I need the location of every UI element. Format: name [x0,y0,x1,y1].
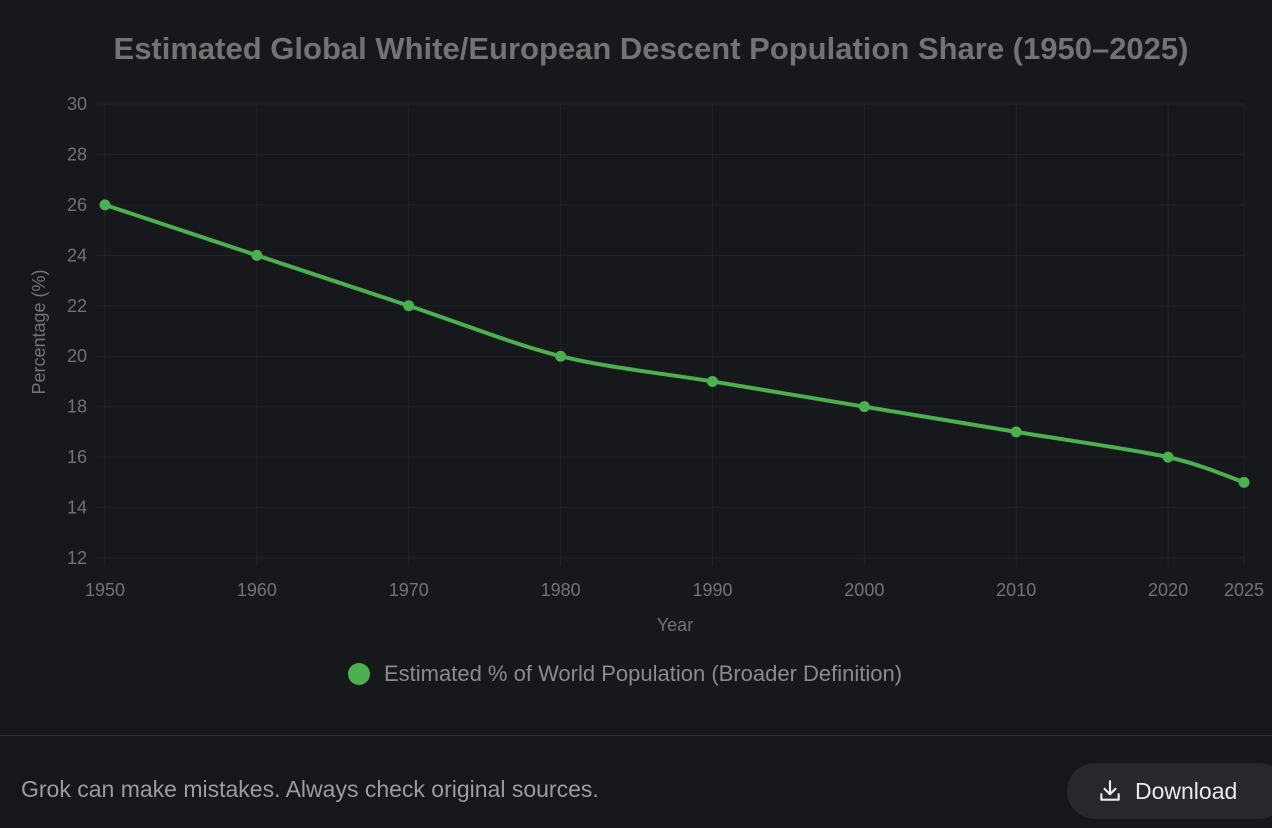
download-button[interactable]: Download [1067,763,1272,819]
x-tick-label: 1960 [237,580,277,600]
y-axis-title: Percentage (%) [29,269,49,394]
data-point [99,199,111,211]
x-tick-label: 1980 [541,580,581,600]
x-tick-label: 2020 [1148,580,1188,600]
data-point [403,300,415,312]
line-chart: Estimated Global White/European Descent … [29,31,1264,686]
series [99,199,1250,488]
data-point [858,401,870,413]
x-tick-label: 1950 [85,580,125,600]
x-tick-label: 1990 [692,580,732,600]
y-tick-label: 12 [67,548,87,568]
x-axis-ticks: 1950 1960 1970 1980 1990 2000 2010 2020 2025 [85,580,1264,600]
legend-label: Estimated % of World Population (Broader… [384,661,902,686]
x-axis-title: Year [657,615,693,635]
y-tick-label: 26 [67,195,87,215]
x-tick-label: 2000 [844,580,884,600]
download-icon [1100,780,1120,801]
download-label: Download [1135,777,1238,804]
data-point [1010,426,1022,438]
footer-divider [0,735,1272,736]
y-axis-ticks: 12 14 16 18 20 22 24 26 28 30 [67,94,87,568]
data-point [251,249,263,261]
y-tick-label: 22 [67,296,87,316]
data-point [555,350,567,362]
y-tick-label: 14 [67,498,87,518]
y-tick-label: 16 [67,447,87,467]
data-point [706,375,718,387]
grid [97,103,1245,566]
chart-panel: Estimated Global White/European Descent … [29,31,1265,686]
y-tick-label: 24 [67,245,87,265]
y-tick-label: 20 [67,346,87,366]
y-tick-label: 18 [67,397,87,417]
x-tick-label: 2010 [996,580,1036,600]
y-tick-label: 30 [67,94,87,114]
chart-title: Estimated Global White/European Descent … [114,31,1189,66]
disclaimer-text: Grok can make mistakes. Always check ori… [21,776,599,802]
legend[interactable]: Estimated % of World Population (Broader… [348,661,902,686]
y-tick-label: 28 [67,144,87,164]
series-line [103,202,1246,485]
footer: Grok can make mistakes. Always check ori… [0,736,1272,828]
data-point [1162,451,1174,463]
legend-swatch [348,663,370,685]
x-tick-label: 2025 [1224,580,1264,600]
data-point [1238,476,1250,488]
x-tick-label: 1970 [389,580,429,600]
